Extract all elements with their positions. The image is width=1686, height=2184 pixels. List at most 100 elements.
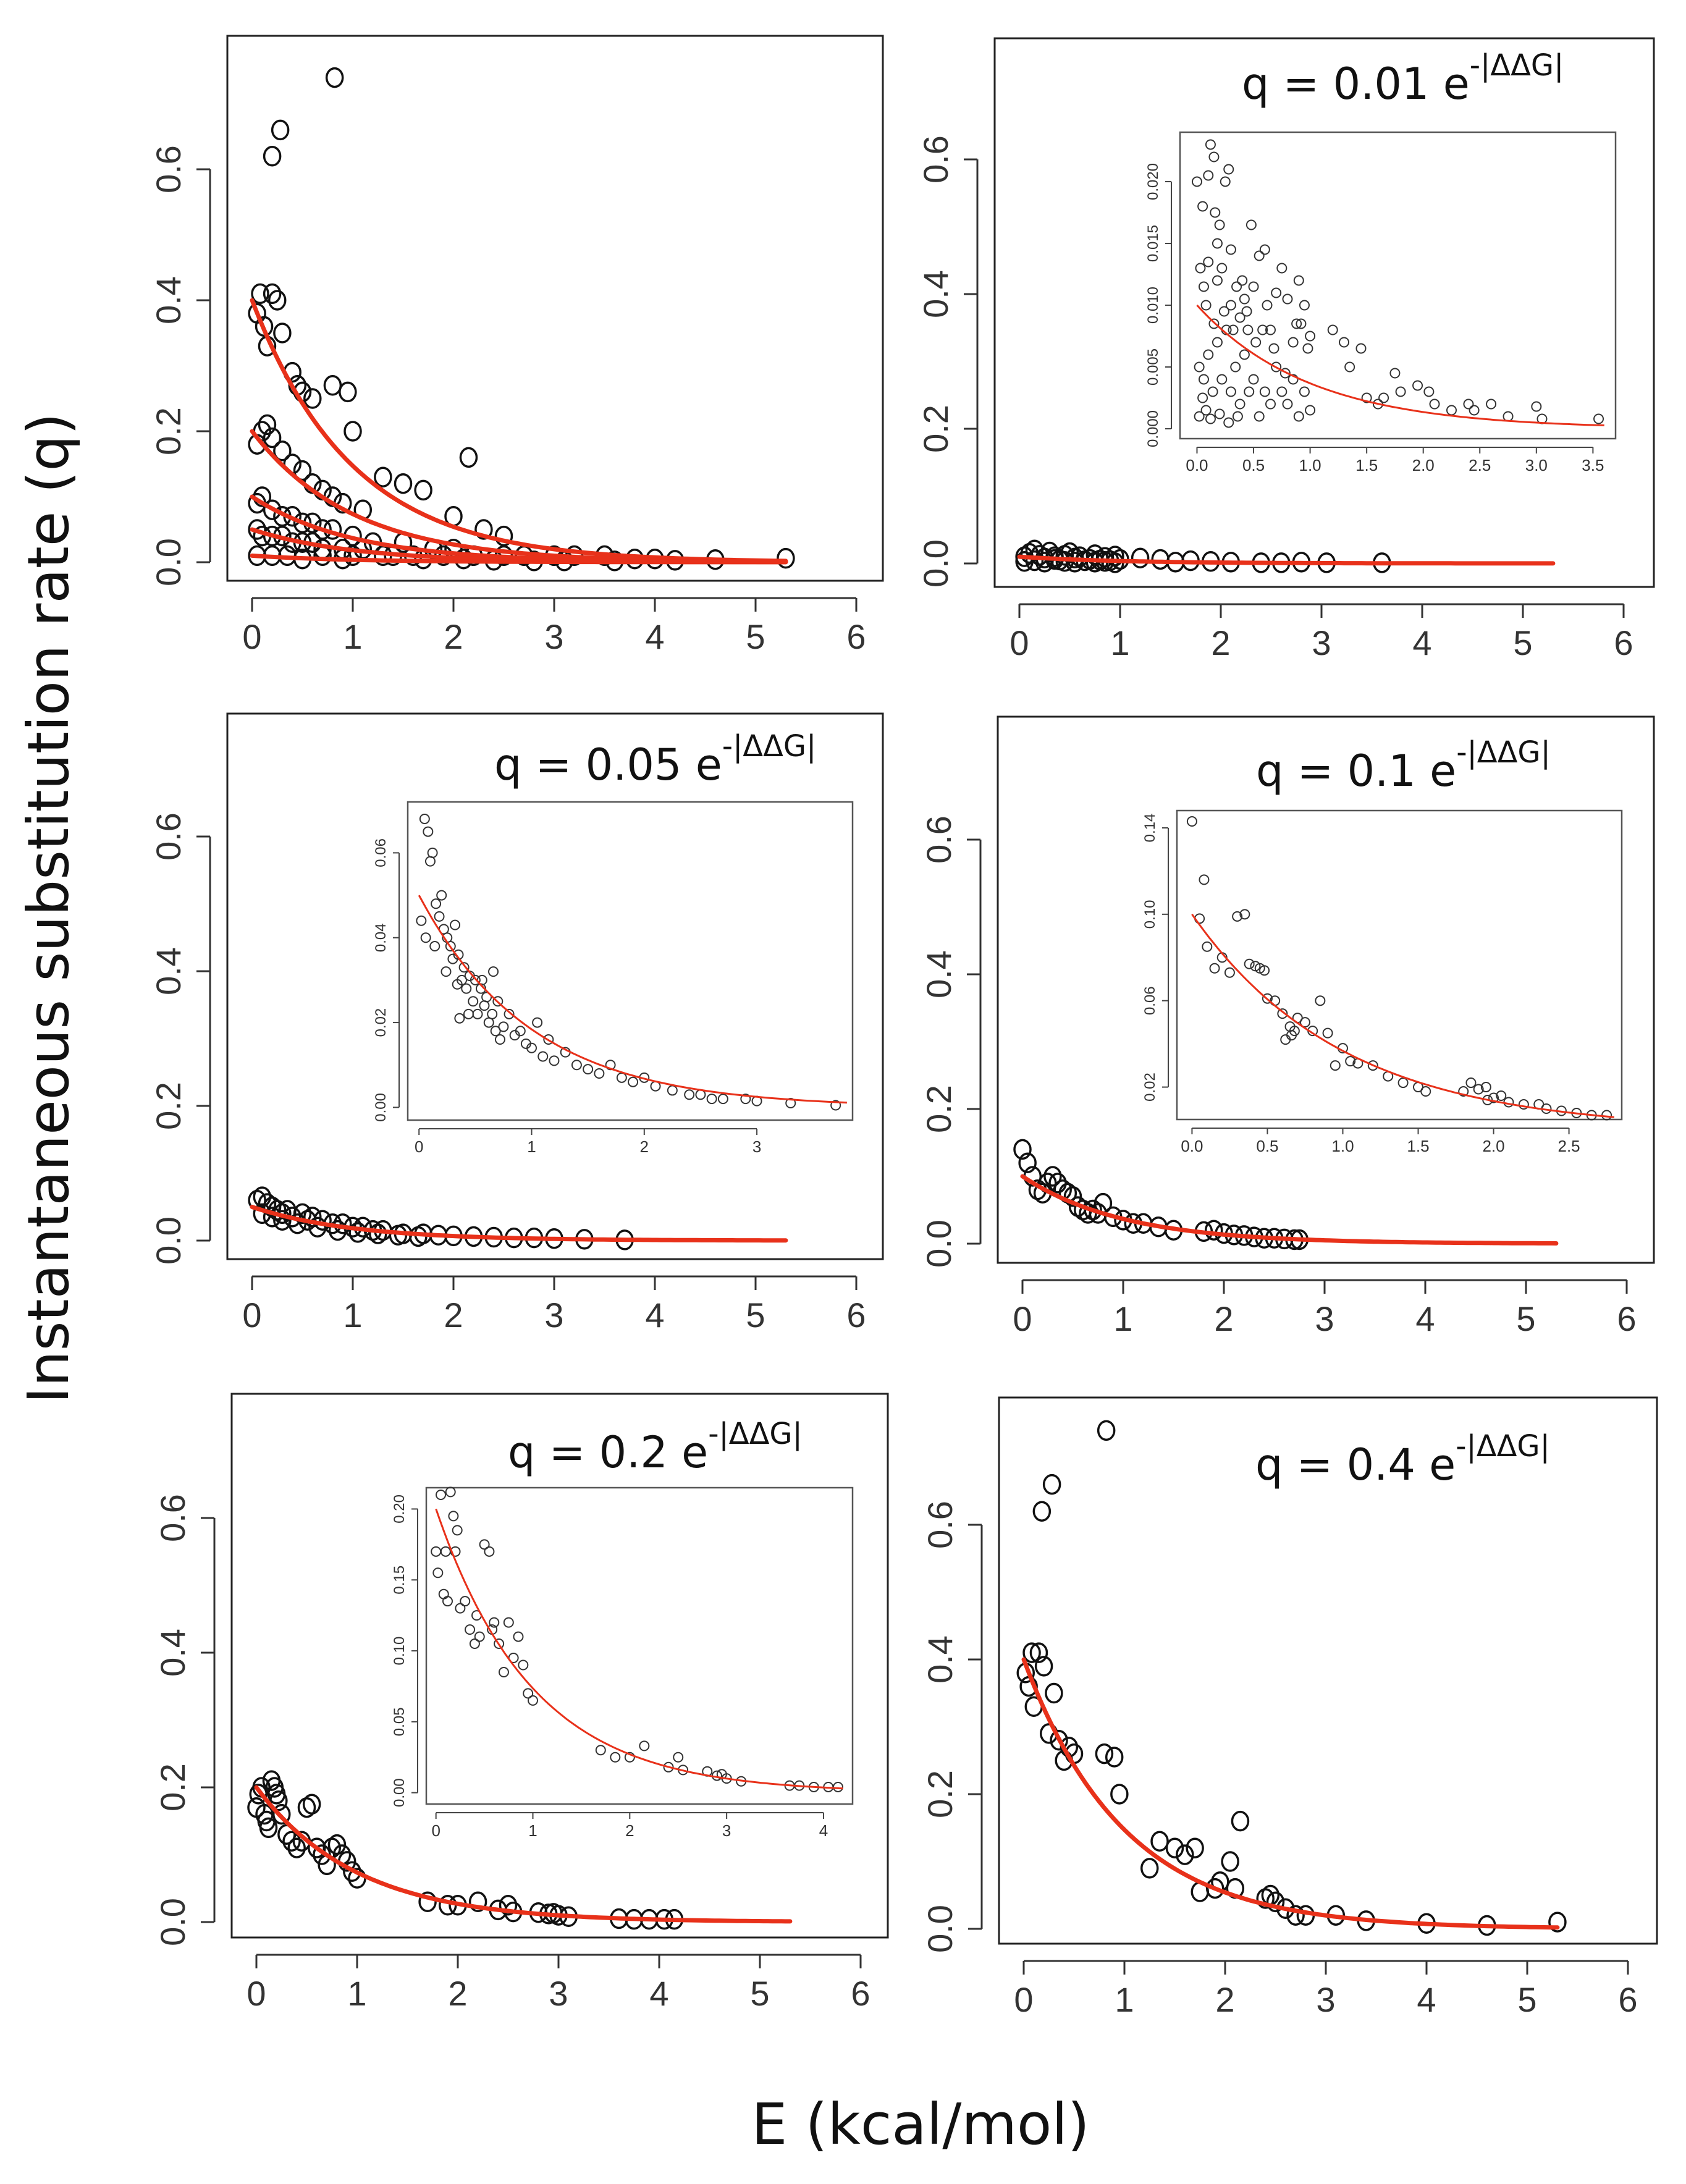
x-tick-label: 6	[846, 617, 866, 656]
inset-data-point	[1355, 343, 1367, 354]
data-point	[1035, 552, 1054, 573]
inset-y-tick-label: 0.015	[1145, 225, 1161, 262]
inset-data-point	[785, 1098, 796, 1109]
equation-title: q = 0.4 e-|ΔΔG|	[1255, 1429, 1550, 1490]
inset-data-point	[1223, 164, 1234, 175]
x-tick-label: 0	[247, 1974, 266, 2013]
inset-data-point	[1200, 300, 1212, 311]
data-point	[344, 545, 362, 567]
y-axis: 0.0 0.2 0.4 0.6	[149, 812, 211, 1265]
data-point	[325, 67, 344, 88]
x-tick-label: 4	[649, 1974, 668, 2013]
equation-base: q = 0.01 e	[1242, 59, 1470, 109]
data-point	[1042, 1474, 1061, 1495]
fit-curve	[1017, 554, 1556, 566]
panel-frame	[230, 1393, 889, 1939]
inset-x-tick-label: 3	[752, 1137, 761, 1156]
y-tick-label: 0.4	[921, 1635, 959, 1684]
x-axis: 0 1 2 3 4 5 6	[247, 1954, 870, 2013]
inset-data-point	[479, 1539, 490, 1550]
inset-y-tick-label: 0.010	[1145, 287, 1161, 324]
inset-data-point	[1276, 263, 1288, 274]
data-point	[273, 441, 292, 462]
inset-data-point	[504, 1008, 515, 1019]
x-tick-label: 6	[1617, 1299, 1636, 1338]
inset-data-point	[537, 1051, 549, 1062]
equation-exponent: -|ΔΔG|	[708, 1417, 803, 1451]
inset-data-point	[1237, 275, 1248, 286]
fit-curves	[254, 1785, 793, 1924]
inset-data-point	[452, 1525, 463, 1536]
inset-data-point	[1208, 318, 1220, 329]
y-axis: 0.0 0.2 0.4 0.6	[916, 135, 979, 588]
x-tick-label: 3	[544, 1296, 563, 1334]
data-point	[474, 519, 493, 540]
data-point	[494, 525, 513, 547]
y-tick-label: 0.4	[919, 950, 958, 998]
data-point	[374, 466, 392, 487]
y-axis-label: Instantaneous substitution rate (q)	[15, 413, 82, 1404]
data-point	[1231, 1810, 1250, 1832]
inset-fit-curve	[435, 1508, 843, 1790]
x-tick-label: 0	[1009, 623, 1029, 662]
inset-data-point	[1271, 287, 1282, 298]
inset-data-point	[1486, 398, 1497, 410]
inset-data-point	[1480, 1082, 1491, 1093]
y-tick-label: 0.4	[149, 276, 188, 324]
inset-data-point	[1191, 176, 1202, 187]
x-axis: 0 1 2 3 4 5 6	[242, 1275, 866, 1334]
y-tick-label: 0.6	[919, 816, 958, 864]
inset-data-points	[416, 813, 841, 1111]
panel-frame	[993, 37, 1655, 588]
inset-data-point	[1282, 398, 1293, 410]
inset-y-tick-label: 0.02	[1142, 1073, 1158, 1102]
inset-data-point	[494, 1638, 505, 1650]
panel-p2: 0 1 2 3 4 5 60.00.20.40.6q = 0.01 e-|ΔΔG|0.0 0.…	[916, 37, 1655, 662]
data-point	[258, 414, 277, 436]
y-tick-label: 0.4	[916, 270, 955, 318]
inset-y-tick-label: 0.00	[391, 1778, 408, 1807]
data-point	[271, 119, 290, 141]
inset-data-point	[1230, 361, 1241, 373]
inset-data-point	[1254, 411, 1265, 422]
inset-y-tick-label: 0.000	[1145, 410, 1161, 447]
inset-data-point	[489, 1617, 500, 1628]
inset-frame	[407, 801, 854, 1121]
inset-data-point	[1186, 816, 1197, 827]
data-point	[263, 499, 282, 520]
x-tick-label: 1	[1115, 1980, 1134, 2019]
inset-data-point	[1420, 1086, 1431, 1097]
y-axis: 0.0 0.2 0.4 0.6	[153, 1494, 216, 1946]
x-tick-label: 6	[1614, 623, 1633, 662]
inset-y-tick-label: 0.20	[391, 1495, 408, 1524]
inset-data-point	[465, 1624, 476, 1635]
inset-x-tick-label: 2.5	[1557, 1137, 1580, 1155]
inset-y-tick-label: 0.06	[373, 838, 389, 867]
inset-data-point	[1259, 965, 1270, 976]
inset-data-point	[1203, 170, 1214, 181]
x-tick-label: 0	[1013, 1299, 1032, 1338]
equation-exponent: -|ΔΔG|	[1456, 1429, 1550, 1464]
fit-curves	[1017, 554, 1556, 566]
inset-data-point	[1248, 281, 1259, 292]
inset-data-point	[1194, 361, 1205, 373]
x-tick-label: 6	[846, 1296, 866, 1334]
y-tick-label: 0.0	[149, 538, 188, 586]
inset-data-point	[1232, 411, 1243, 422]
fit-curve	[1021, 1657, 1560, 1930]
inset-y-tick-label: 0.02	[373, 1008, 389, 1037]
data-point	[1204, 1220, 1223, 1241]
inset-frame	[1176, 809, 1623, 1121]
data-point	[303, 1207, 322, 1228]
inset-data-point	[1496, 1090, 1507, 1102]
x-tick-label: 2	[444, 1296, 463, 1334]
inset-data-point	[526, 1042, 537, 1053]
inset-data-point	[490, 1026, 501, 1037]
inset-data-point	[469, 1638, 480, 1650]
inset-data-point	[458, 962, 470, 973]
x-tick-label: 0	[242, 1296, 261, 1334]
inset-x-tick-label: 1	[528, 1821, 537, 1840]
inset-data-point	[1209, 963, 1220, 974]
inset-data-point	[484, 1546, 495, 1557]
fit-curve	[250, 1205, 788, 1243]
